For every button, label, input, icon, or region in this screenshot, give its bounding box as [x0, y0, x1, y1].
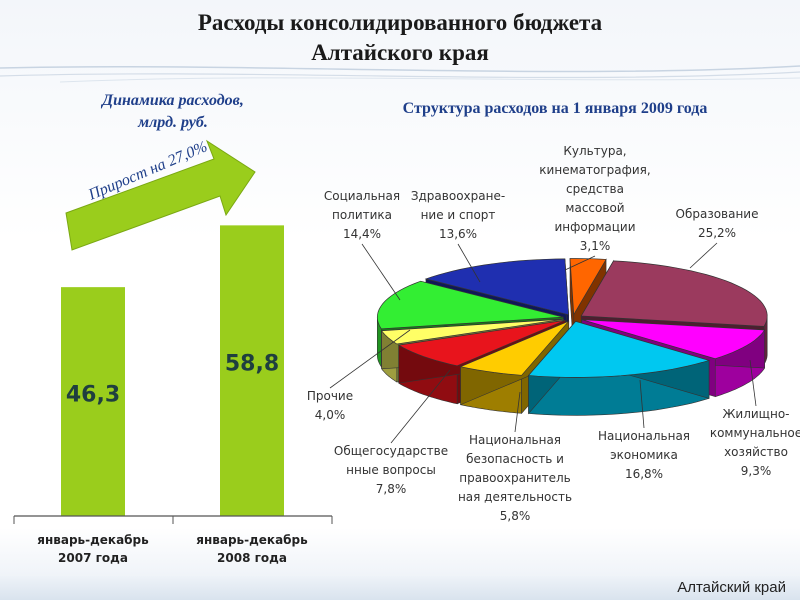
pie-slice-label: Общегосударстве нные вопросы 7,8% [334, 444, 448, 496]
pie-leader-line [390, 369, 451, 444]
pie-chart-subtitle: Структура расходов на 1 января 2009 года [402, 100, 708, 117]
pie-slice-5 [397, 319, 566, 367]
header-decoration [0, 65, 800, 83]
pie-slice-6 [380, 318, 564, 345]
page-title-line2: Алтайского края [311, 40, 489, 65]
pie-slice-label: Образование 25,2% [676, 207, 759, 240]
pie-slice-label: Культура, кинематография, средства массовой… [539, 144, 650, 253]
bar-category-label: 2008 года [217, 551, 287, 565]
pie-slice-4 [459, 320, 570, 376]
pie-slice-label: Прочие 4,0% [307, 389, 353, 422]
pie-slice-label: Национальная безопасность и правоохранител… [458, 433, 572, 523]
footer-bar: Алтайский край [0, 576, 800, 600]
pie-slice-8 [424, 258, 570, 316]
pie-leader-line [457, 243, 481, 283]
bar-value-label: 58,8 [225, 352, 279, 377]
bar-category-label: январь-декабрь [37, 533, 149, 547]
pie-slice-7 [376, 280, 564, 330]
pie-slice-label: Здравоохране-ние и спорт 13,6% [411, 189, 505, 241]
pie-leader-line [329, 329, 411, 389]
page-title-line1: Расходы консолидированного бюджета [197, 10, 603, 35]
bar-chart-subtitle: Динамика расходов, млрд. руб. [58, 90, 288, 134]
pie-slice-label: Национальная экономика 16,8% [598, 429, 690, 481]
pie-leader-line [639, 379, 645, 429]
bar-1 [61, 287, 125, 516]
pie-leader-line [514, 391, 521, 433]
pie-leader-line [689, 242, 718, 269]
pie-slice-1 [580, 260, 768, 327]
pie-slice-label: Жилищно-коммунальное хозяйство 9,3% [710, 407, 800, 478]
bar-category-label: январь-декабрь [196, 533, 308, 547]
bar-category-label: 2007 года [58, 551, 128, 565]
growth-arrow [65, 139, 256, 251]
pie-leader-line [749, 359, 757, 407]
bar-2 [220, 225, 284, 517]
pie-leader-line [564, 255, 596, 271]
bar-chart-subtitle-line2: млрд. руб. [138, 114, 208, 131]
pie-slice-label: Социальная политика 14,4% [324, 189, 400, 241]
footer-region-label: Алтайский край [677, 579, 786, 596]
bar-value-label: 46,3 [66, 383, 120, 408]
pie-slice-9 [569, 258, 607, 316]
bar-chart-subtitle-line1: Динамика расходов, [102, 92, 244, 109]
pie-slice-2 [581, 319, 766, 360]
pie-leader-line [361, 243, 401, 301]
pie-slice-3 [527, 320, 711, 378]
